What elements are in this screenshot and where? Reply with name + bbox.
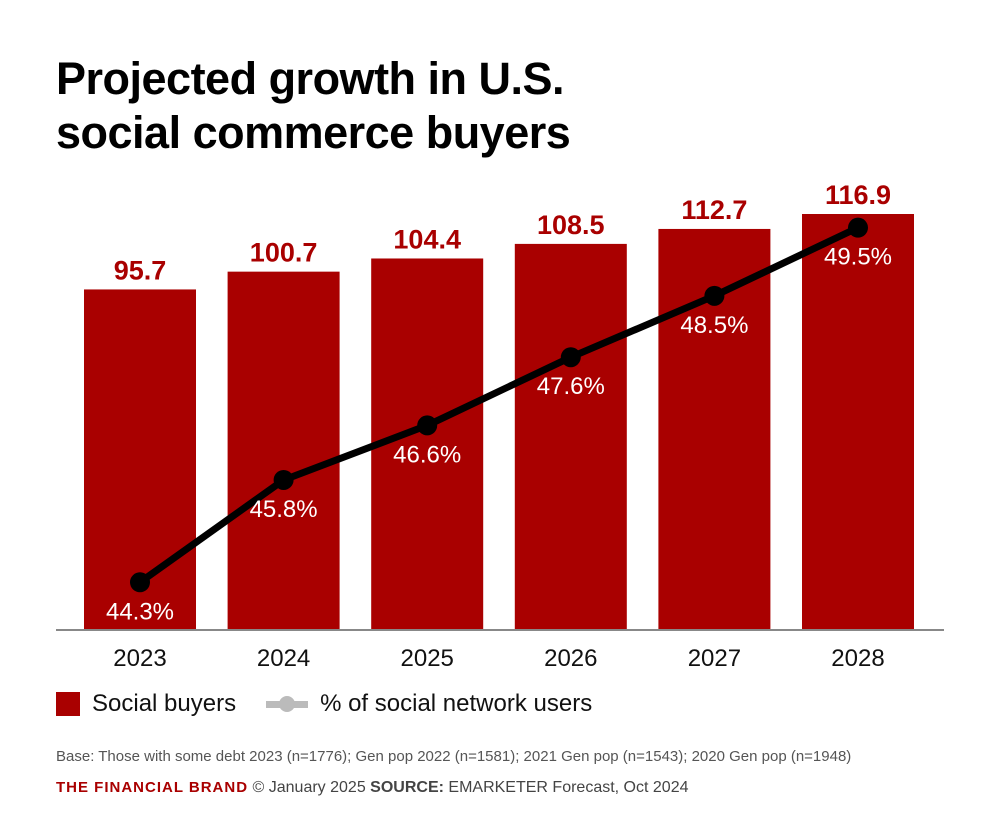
bar-label-2023: 95.7 [114,255,167,285]
footer-date: © January 2025 [252,779,366,796]
line-point-2027 [704,285,725,306]
line-label-2025: 46.6% [393,441,461,468]
legend-swatch-social-buyers [56,692,80,716]
x-tick-2024: 2024 [257,645,310,672]
bar-label-2026: 108.5 [537,210,605,240]
legend: Social buyers % of social network users [56,690,592,718]
x-tick-2027: 2027 [688,645,741,672]
title-line-2: social commerce buyers [56,107,571,158]
footer: THE FINANCIAL BRAND © January 2025 SOURC… [56,779,688,797]
bar-label-2028: 116.9 [825,180,891,210]
source-label: SOURCE: [370,779,444,796]
line-label-2026: 47.6% [537,373,605,400]
source-text: EMARKETER Forecast, Oct 2024 [448,779,689,796]
x-tick-2026: 2026 [544,645,597,672]
bar-label-2027: 112.7 [681,195,747,225]
line-series [137,224,860,586]
line-point-2025 [417,415,438,436]
brand-logo: THE FINANCIAL BRAND [56,779,249,796]
line-point-2023 [130,572,150,593]
x-tick-2025: 2025 [401,645,454,672]
line-label-2027: 48.5% [680,312,748,339]
line-point-2028 [848,217,868,238]
base-note: Base: Those with some debt 2023 (n=1776)… [56,748,852,765]
line-point-2024 [273,469,294,490]
line-label-2023: 44.3% [106,598,174,625]
bar-2025 [371,258,484,630]
line-label-2024: 45.8% [250,496,318,523]
legend-line-symbol [266,692,309,716]
bar-2024 [227,271,340,630]
legend-label-pct-users: % of social network users [320,690,593,717]
line-label-2028: 49.5% [824,244,892,271]
bar-2028 [802,214,914,630]
x-tick-2023: 2023 [113,645,166,672]
chart-title: Projected growth in U.S. social commerce… [56,52,571,160]
bar-label-2025: 104.4 [393,224,461,254]
x-tick-2028: 2028 [831,645,884,672]
line-point-2026 [560,347,581,368]
bar-2026 [514,243,627,630]
bar-label-2024: 100.7 [250,238,318,268]
title-line-1: Projected growth in U.S. [56,53,565,104]
legend-label-social-buyers: Social buyers [92,690,237,717]
